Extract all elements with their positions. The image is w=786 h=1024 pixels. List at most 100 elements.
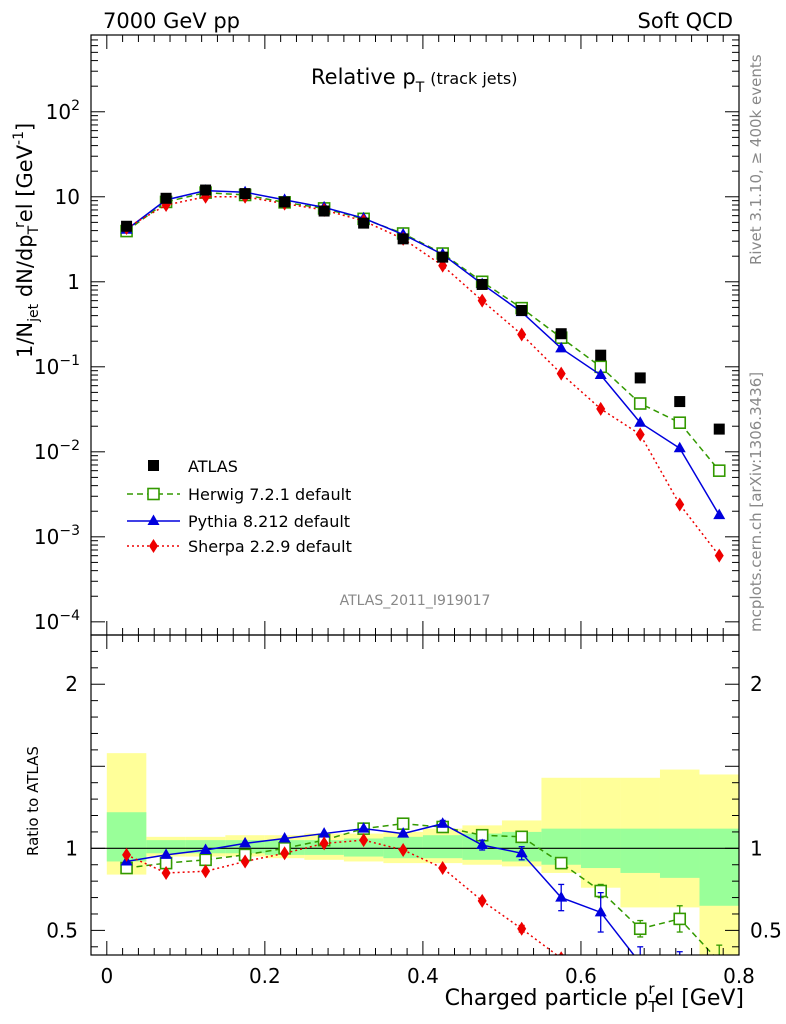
y-tick-label: 10−2 bbox=[34, 438, 80, 464]
ratio-point-pythia bbox=[357, 822, 370, 833]
point-atlas bbox=[713, 423, 725, 435]
y-tick-exponent: −3 bbox=[59, 523, 80, 539]
series-line-sherpa bbox=[126, 196, 720, 557]
ratio-y-axis-label: Ratio to ATLAS bbox=[24, 746, 42, 856]
ratio-point-pythia bbox=[239, 836, 252, 848]
ratio-tick-label-left: 2 bbox=[65, 672, 78, 696]
header-energy-label: 7000 GeV pp bbox=[103, 9, 240, 33]
ratio-band-inner bbox=[422, 835, 463, 859]
point-atlas bbox=[279, 196, 291, 208]
y-tick-exponent: 2 bbox=[71, 98, 80, 114]
ratio-point-herwig bbox=[199, 853, 212, 867]
point-herwig bbox=[673, 416, 687, 430]
legend-marker-sherpa bbox=[149, 539, 158, 553]
ratio-line-sherpa bbox=[126, 839, 559, 955]
y-tick-exponent: −4 bbox=[59, 608, 80, 624]
point-atlas bbox=[318, 205, 330, 217]
ratio-point-pythia bbox=[199, 843, 212, 854]
mcplots-caption: mcplots.cern.ch [arXiv:1306.3436] bbox=[747, 372, 765, 632]
point-sherpa bbox=[635, 427, 645, 442]
plot-title-note: (track jets) bbox=[430, 69, 517, 88]
ratio-point-sherpa bbox=[359, 833, 369, 848]
ratio-point-herwig bbox=[633, 922, 647, 936]
legend-label-pythia: Pythia 8.212 default bbox=[188, 512, 350, 531]
ratio-point-pythia bbox=[594, 905, 607, 917]
ratio-panel-series bbox=[120, 817, 723, 987]
point-atlas bbox=[595, 349, 607, 361]
ratio-line-pythia bbox=[126, 822, 635, 955]
y-tick-base: 10 bbox=[34, 440, 59, 464]
x-axis-label: Charged particle pTrel [GeV] bbox=[445, 980, 744, 1016]
ratio-panel-frame bbox=[90, 634, 740, 956]
point-sherpa bbox=[675, 497, 685, 512]
y-tick-label: 10−4 bbox=[34, 608, 80, 634]
ratio-band-inner bbox=[659, 828, 700, 878]
axes-frames bbox=[90, 34, 740, 956]
y-tick-exponent: −2 bbox=[59, 438, 80, 454]
x-tick-label: 0.2 bbox=[249, 964, 281, 988]
legend-label-herwig: Herwig 7.2.1 default bbox=[188, 485, 351, 504]
series-line-pythia bbox=[126, 189, 720, 516]
point-pythia bbox=[713, 508, 726, 520]
legend: ATLAS Herwig 7.2.1 default Pythia 8.212 … bbox=[127, 457, 352, 556]
ratio-point-sherpa bbox=[517, 921, 527, 936]
ratio-tick-label-left: 1 bbox=[65, 836, 78, 860]
ratio-tick-label-left: 0.5 bbox=[46, 918, 78, 942]
ratio-point-sherpa bbox=[477, 893, 487, 908]
ratio-point-pythia bbox=[318, 827, 331, 838]
point-atlas bbox=[555, 328, 567, 340]
point-atlas bbox=[674, 396, 686, 408]
series-layer bbox=[120, 184, 726, 987]
top-panel-series bbox=[120, 184, 726, 563]
point-atlas bbox=[437, 251, 449, 263]
point-sherpa bbox=[477, 293, 487, 308]
x-tick-label: 0.6 bbox=[565, 964, 597, 988]
point-pythia bbox=[634, 416, 647, 427]
point-pythia bbox=[555, 341, 568, 353]
ratio-line-herwig bbox=[126, 822, 715, 955]
ratio-point-pythia bbox=[674, 962, 686, 973]
ratio-point-pythia bbox=[476, 838, 489, 850]
y-tick-label: 102 bbox=[46, 98, 80, 124]
ratio-point-herwig bbox=[515, 830, 528, 844]
plot-title-sub: T bbox=[415, 80, 425, 96]
ratio-point-pythia bbox=[160, 848, 173, 859]
ratio-band-inner bbox=[343, 838, 384, 857]
ratio-point-sherpa bbox=[240, 854, 250, 869]
point-sherpa bbox=[517, 327, 527, 342]
point-herwig bbox=[712, 464, 726, 477]
series-line-herwig bbox=[126, 191, 720, 472]
point-atlas bbox=[121, 220, 133, 232]
ratio-point-sherpa bbox=[122, 847, 132, 862]
x-tick-label: 0 bbox=[100, 964, 113, 988]
point-sherpa bbox=[714, 548, 724, 563]
ratio-point-pythia bbox=[436, 817, 449, 828]
ratio-point-sherpa bbox=[161, 865, 171, 880]
ratio-point-herwig bbox=[554, 856, 568, 870]
ratio-point-sherpa bbox=[596, 968, 605, 982]
point-atlas bbox=[358, 217, 370, 229]
point-herwig bbox=[633, 397, 647, 410]
point-pythia bbox=[594, 368, 607, 380]
x-tick-label: 0.4 bbox=[407, 964, 439, 988]
plot-title-main: Relative p bbox=[311, 65, 416, 89]
legend-label-atlas: ATLAS bbox=[188, 457, 238, 476]
ratio-point-pythia bbox=[634, 957, 646, 968]
legend-marker-herwig bbox=[147, 487, 160, 501]
point-atlas bbox=[239, 188, 251, 200]
y-axis-label: 1/Njet dN/dpTrel [GeV-1] bbox=[11, 123, 42, 358]
ratio-point-pythia bbox=[397, 827, 410, 838]
rivet-caption: Rivet 3.1.10, ≥ 400k events bbox=[747, 54, 765, 265]
ratio-point-sherpa bbox=[280, 846, 290, 861]
ratio-point-sherpa bbox=[319, 836, 329, 851]
y-tick-base: 10 bbox=[34, 525, 59, 549]
ratio-point-sherpa bbox=[558, 951, 564, 955]
ratio-point-sherpa bbox=[636, 973, 645, 987]
point-sherpa bbox=[596, 401, 606, 416]
ratio-band-inner bbox=[146, 840, 186, 854]
y-tick-base: 10 bbox=[46, 100, 71, 124]
point-atlas bbox=[516, 304, 528, 316]
point-atlas bbox=[200, 184, 212, 196]
